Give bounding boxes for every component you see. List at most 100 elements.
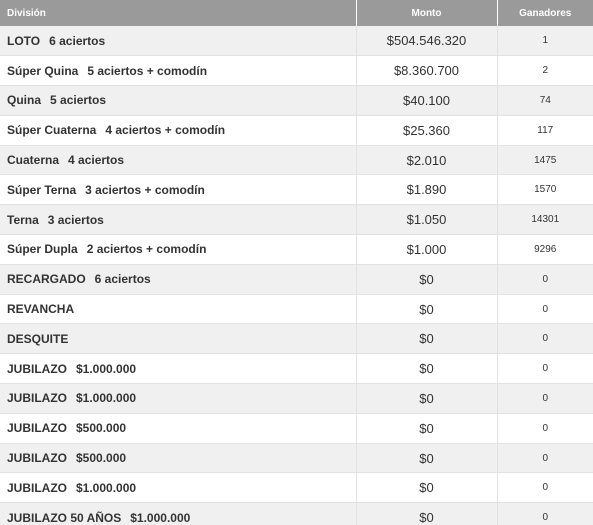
ganadores-cell: 1570 xyxy=(497,174,593,206)
division-name: JUBILAZO xyxy=(7,451,67,466)
division-detail: $1.000.000 xyxy=(76,391,137,406)
division-name: JUBILAZO xyxy=(7,361,67,376)
ganadores-cell: 0 xyxy=(497,502,593,525)
monto-cell: $25.360 xyxy=(356,115,498,146)
monto-cell: $0 xyxy=(356,353,498,385)
column-header-monto: Monto xyxy=(356,0,498,26)
ganadores-cell: 74 xyxy=(497,85,593,116)
division-cell: REVANCHA xyxy=(0,294,357,325)
division-cell: LOTO 6 aciertos xyxy=(0,26,357,57)
table-row: JUBILAZO $1.000.000 $0 0 xyxy=(0,383,593,414)
ganadores-cell: 0 xyxy=(497,294,593,325)
table-row: LOTO 6 aciertos $504.546.320 1 xyxy=(0,26,593,57)
division-cell: JUBILAZO 50 AÑOS $1.000.000 xyxy=(0,502,357,525)
monto-cell: $8.360.700 xyxy=(356,55,498,87)
division-detail: 2 aciertos + comodín xyxy=(86,242,207,257)
ganadores-cell: 14301 xyxy=(497,204,593,236)
monto-cell: $1.890 xyxy=(356,174,498,206)
column-header-division: División xyxy=(0,0,357,26)
ganadores-cell: 9296 xyxy=(497,234,593,265)
division-name: REVANCHA xyxy=(7,302,75,317)
monto-cell: $0 xyxy=(356,413,498,444)
division-cell: JUBILAZO $500.000 xyxy=(0,413,357,444)
table-row: Quina 5 aciertos $40.100 74 xyxy=(0,85,593,116)
division-cell: Súper Quina 5 aciertos + comodín xyxy=(0,55,357,87)
table-row: Súper Cuaterna 4 aciertos + comodín $25.36… xyxy=(0,115,593,146)
division-name: RECARGADO xyxy=(7,272,86,287)
monto-cell: $0 xyxy=(356,264,498,295)
division-cell: Cuaterna 4 aciertos xyxy=(0,145,357,176)
header-row: División Monto Ganadores xyxy=(0,0,593,26)
division-detail: 3 aciertos xyxy=(47,212,104,227)
division-detail: 4 aciertos xyxy=(68,153,125,168)
division-name: JUBILAZO xyxy=(7,391,67,406)
ganadores-cell: 0 xyxy=(497,353,593,385)
table-row: JUBILAZO $1.000.000 $0 0 xyxy=(0,353,593,385)
division-detail: 5 aciertos + comodín xyxy=(87,63,208,78)
division-name: LOTO xyxy=(7,33,41,48)
table-row: Cuaterna 4 aciertos $2.010 1475 xyxy=(0,145,593,176)
ganadores-cell: 0 xyxy=(497,323,593,355)
monto-cell: $0 xyxy=(356,323,498,355)
division-detail: $1.000.000 xyxy=(130,510,191,525)
division-cell: RECARGADO 6 aciertos xyxy=(0,264,357,295)
monto-cell: $40.100 xyxy=(356,85,498,116)
table-row: JUBILAZO $1.000.000 $0 0 xyxy=(0,472,593,504)
table-row: JUBILAZO 50 AÑOS $1.000.000 $0 0 xyxy=(0,502,593,525)
division-cell: JUBILAZO $1.000.000 xyxy=(0,472,357,504)
division-cell: JUBILAZO $500.000 xyxy=(0,443,357,474)
division-name: Terna xyxy=(7,212,39,227)
table-row: JUBILAZO $500.000 $0 0 xyxy=(0,443,593,474)
division-cell: Súper Terna 3 aciertos + comodín xyxy=(0,174,357,206)
division-name: Súper Terna xyxy=(7,182,77,197)
division-detail: 4 aciertos + comodín xyxy=(105,123,226,138)
division-name: Súper Cuaterna xyxy=(7,123,97,138)
division-name: JUBILAZO xyxy=(7,480,67,495)
table-row: DESQUITE $0 0 xyxy=(0,323,593,355)
table-row: JUBILAZO $500.000 $0 0 xyxy=(0,413,593,444)
monto-cell: $1.050 xyxy=(356,204,498,236)
table-row: RECARGADO 6 aciertos $0 0 xyxy=(0,264,593,295)
division-cell: JUBILAZO $1.000.000 xyxy=(0,353,357,385)
division-cell: Súper Dupla 2 aciertos + comodín xyxy=(0,234,357,265)
table-row: Súper Dupla 2 aciertos + comodín $1.000 929… xyxy=(0,234,593,265)
monto-cell: $0 xyxy=(356,443,498,474)
table-header: División Monto Ganadores xyxy=(0,0,593,26)
monto-cell: $504.546.320 xyxy=(356,26,498,57)
table-row: REVANCHA $0 0 xyxy=(0,294,593,325)
division-cell: Quina 5 aciertos xyxy=(0,85,357,116)
division-detail: $500.000 xyxy=(76,421,127,436)
division-cell: DESQUITE xyxy=(0,323,357,355)
division-detail: $1.000.000 xyxy=(76,480,137,495)
division-cell: Terna 3 aciertos xyxy=(0,204,357,236)
table-row: Terna 3 aciertos $1.050 14301 xyxy=(0,204,593,236)
monto-cell: $0 xyxy=(356,472,498,504)
monto-cell: $0 xyxy=(356,502,498,525)
column-header-ganadores: Ganadores xyxy=(497,0,593,26)
ganadores-cell: 1 xyxy=(497,26,593,57)
ganadores-cell: 0 xyxy=(497,383,593,414)
table-row: Súper Terna 3 aciertos + comodín $1.890 157… xyxy=(0,174,593,206)
ganadores-cell: 0 xyxy=(497,413,593,444)
ganadores-cell: 2 xyxy=(497,55,593,87)
division-detail: 6 aciertos xyxy=(94,272,151,287)
table-row: Súper Quina 5 aciertos + comodín $8.360.70… xyxy=(0,55,593,87)
ganadores-cell: 0 xyxy=(497,443,593,474)
division-name: DESQUITE xyxy=(7,331,69,346)
monto-cell: $0 xyxy=(356,294,498,325)
division-cell: Súper Cuaterna 4 aciertos + comodín xyxy=(0,115,357,146)
division-name: Cuaterna xyxy=(7,153,60,168)
ganadores-cell: 0 xyxy=(497,472,593,504)
monto-cell: $1.000 xyxy=(356,234,498,265)
ganadores-cell: 1475 xyxy=(497,145,593,176)
division-name: Súper Quina xyxy=(7,63,79,78)
division-detail: $500.000 xyxy=(76,451,127,466)
division-name: JUBILAZO 50 AÑOS xyxy=(7,510,122,525)
table-body: LOTO 6 aciertos $504.546.320 1 Súper Quina 5 … xyxy=(0,26,593,525)
division-name: Súper Dupla xyxy=(7,242,78,257)
ganadores-cell: 117 xyxy=(497,115,593,146)
division-detail: 6 aciertos xyxy=(49,33,106,48)
division-name: Quina xyxy=(7,93,42,108)
division-detail: 3 aciertos + comodín xyxy=(85,182,205,197)
